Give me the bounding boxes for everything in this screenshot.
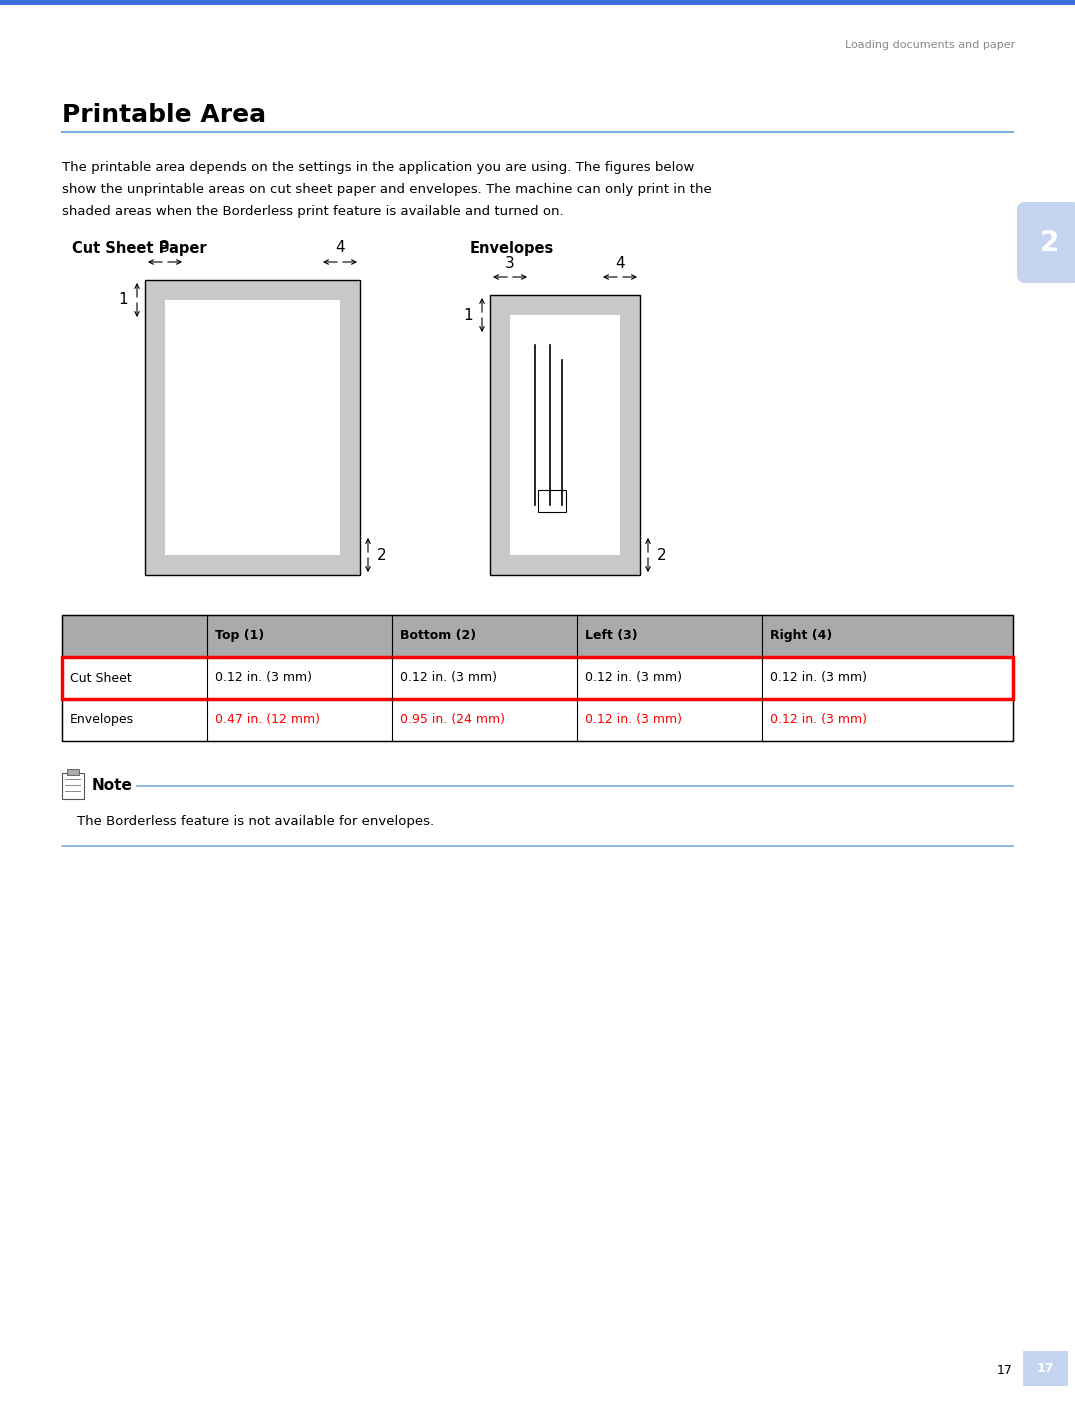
- Text: 3: 3: [505, 255, 515, 270]
- Text: Printable Area: Printable Area: [62, 104, 267, 127]
- Bar: [145, 280, 360, 574]
- Text: Top (1): Top (1): [215, 629, 264, 643]
- Bar: [164, 300, 340, 555]
- Text: 0.12 in. (3 mm): 0.12 in. (3 mm): [585, 713, 682, 727]
- Text: Note: Note: [92, 779, 133, 793]
- Text: 0.47 in. (12 mm): 0.47 in. (12 mm): [215, 713, 320, 727]
- Bar: [62, 657, 1013, 699]
- Text: Cut Sheet: Cut Sheet: [70, 671, 132, 685]
- Text: 0.95 in. (24 mm): 0.95 in. (24 mm): [400, 713, 505, 727]
- Bar: [62, 699, 1013, 741]
- Bar: [62, 615, 1013, 741]
- Text: 17: 17: [998, 1365, 1013, 1377]
- Bar: [510, 315, 620, 555]
- Text: 0.12 in. (3 mm): 0.12 in. (3 mm): [215, 671, 312, 685]
- Text: Bottom (2): Bottom (2): [400, 629, 476, 643]
- Text: Cut Sheet Paper: Cut Sheet Paper: [72, 241, 206, 255]
- Text: Left (3): Left (3): [585, 629, 637, 643]
- Bar: [62, 615, 1013, 657]
- FancyBboxPatch shape: [1017, 202, 1075, 283]
- Text: Loading documents and paper: Loading documents and paper: [845, 41, 1015, 50]
- Text: 0.12 in. (3 mm): 0.12 in. (3 mm): [770, 671, 868, 685]
- Text: Right (4): Right (4): [770, 629, 832, 643]
- Text: 1: 1: [463, 307, 473, 322]
- Text: 4: 4: [335, 241, 345, 255]
- Text: 3: 3: [160, 241, 170, 255]
- Text: Envelopes: Envelopes: [70, 713, 134, 727]
- Bar: [67, 769, 78, 775]
- Text: 1: 1: [118, 293, 128, 307]
- Text: Envelopes: Envelopes: [470, 241, 555, 255]
- Text: shaded areas when the Borderless print feature is available and turned on.: shaded areas when the Borderless print f…: [62, 206, 563, 219]
- Bar: [490, 296, 640, 574]
- Text: 2: 2: [657, 548, 666, 562]
- Text: 0.12 in. (3 mm): 0.12 in. (3 mm): [770, 713, 868, 727]
- Bar: [1023, 1351, 1067, 1386]
- Text: show the unprintable areas on cut sheet paper and envelopes. The machine can onl: show the unprintable areas on cut sheet …: [62, 184, 712, 196]
- Text: 17: 17: [1036, 1362, 1054, 1374]
- Text: 0.12 in. (3 mm): 0.12 in. (3 mm): [400, 671, 497, 685]
- Text: 4: 4: [615, 255, 625, 270]
- Bar: [62, 773, 84, 799]
- Text: 2: 2: [377, 548, 387, 562]
- Bar: [538, 490, 567, 511]
- Text: 2: 2: [1040, 228, 1059, 256]
- Text: 0.12 in. (3 mm): 0.12 in. (3 mm): [585, 671, 682, 685]
- Bar: [0, 0, 1075, 6]
- Text: The printable area depends on the settings in the application you are using. The: The printable area depends on the settin…: [62, 161, 694, 175]
- Text: The Borderless feature is not available for envelopes.: The Borderless feature is not available …: [77, 814, 434, 828]
